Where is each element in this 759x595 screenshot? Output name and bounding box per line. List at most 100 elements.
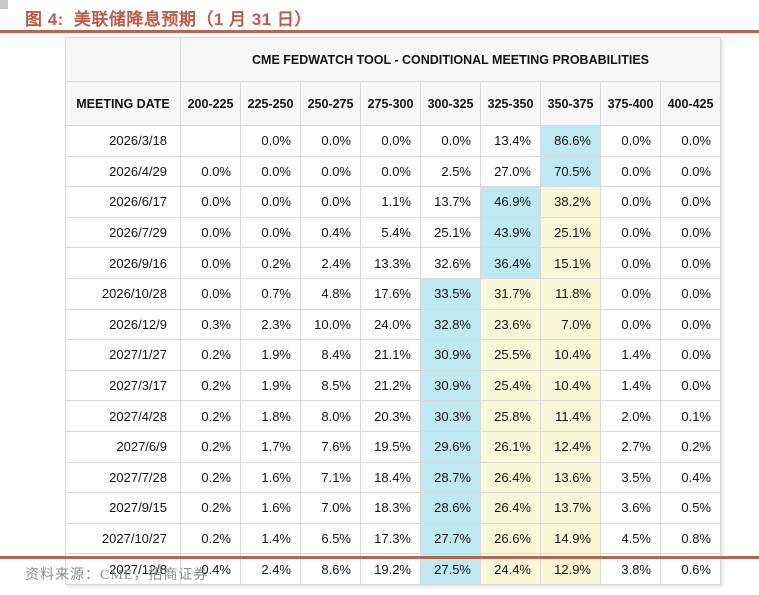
probability-cell: 4.8% — [300, 277, 361, 310]
probability-cell: 0.5% — [660, 492, 721, 524]
probability-cell: 0.0% — [660, 216, 721, 249]
title-rule-divider — [0, 30, 759, 33]
probability-cell: 20.3% — [360, 400, 421, 432]
probability-cell: 0.0% — [240, 216, 301, 249]
probability-cell: 0.0% — [180, 186, 241, 218]
probability-cell: 13.3% — [360, 247, 421, 279]
probability-cell: 43.9% — [480, 216, 541, 249]
probability-cell: 24.0% — [360, 308, 421, 341]
table-row: 2026/7/29 0.0% 0.0% 0.4% 5.4% 25.1% 43.9% 25.1%… — [65, 216, 721, 249]
probability-cell: 30.3% — [420, 400, 481, 432]
probability-cell: 0.4% — [300, 216, 361, 249]
probability-cell: 7.0% — [540, 308, 601, 341]
probability-cell: 5.4% — [360, 216, 421, 249]
probability-cell: 10.0% — [300, 308, 361, 341]
probability-cell: 0.0% — [600, 125, 661, 157]
meeting-date-cell: 2026/9/16 — [65, 247, 181, 279]
probability-cell: 6.5% — [300, 522, 361, 555]
probability-cell: 15.1% — [540, 247, 601, 279]
meeting-date-cell: 2026/6/17 — [65, 186, 181, 218]
probability-cell: 1.6% — [240, 492, 301, 524]
fedwatch-probabilities-table: CME FEDWATCH TOOL - CONDITIONAL MEETING … — [65, 37, 721, 585]
probability-cell: 0.2% — [180, 492, 241, 524]
probability-cell: 0.2% — [180, 522, 241, 555]
probability-cell: 26.6% — [480, 522, 541, 555]
probability-cell: 33.5% — [420, 277, 481, 310]
probability-cell: 25.1% — [540, 216, 601, 249]
probability-cell: 10.4% — [540, 369, 601, 402]
probability-cell: 0.0% — [180, 247, 241, 279]
probability-cell: 0.0% — [600, 247, 661, 279]
meeting-date-cell: 2026/12/9 — [65, 308, 181, 341]
table-row: 2026/3/18 0.0% 0.0% 0.0% 0.0% 13.4% 86.6% 0.0% 0… — [65, 125, 721, 157]
probability-cell: 38.2% — [540, 186, 601, 218]
probability-cell: 11.8% — [540, 277, 601, 310]
meeting-date-cell: 2026/4/29 — [65, 155, 181, 188]
probability-cell: 32.8% — [420, 308, 481, 341]
probability-cell: 27.0% — [480, 155, 541, 188]
probability-cell: 0.2% — [180, 400, 241, 432]
table-row: 2027/4/28 0.2% 1.8% 8.0% 20.3% 30.3% 25.8% 11.4… — [65, 400, 721, 432]
probability-cell: 0.8% — [660, 522, 721, 555]
probability-cell: 27.7% — [420, 522, 481, 555]
probability-cell: 0.0% — [240, 186, 301, 218]
rate-bin-header: 300-325 — [420, 81, 481, 126]
probability-cell: 2.7% — [600, 430, 661, 463]
probability-cell: 0.0% — [600, 155, 661, 188]
rate-bin-header: 250-275 — [300, 81, 361, 126]
probability-cell: 7.0% — [300, 492, 361, 524]
probability-cell: 0.2% — [180, 369, 241, 402]
probability-cell: 8.0% — [300, 400, 361, 432]
meeting-date-cell: 2027/6/9 — [65, 430, 181, 463]
probability-cell: 0.0% — [180, 155, 241, 188]
probability-cell: 31.7% — [480, 277, 541, 310]
probability-cell: 2.4% — [300, 247, 361, 279]
table-row: 2026/6/17 0.0% 0.0% 0.0% 1.1% 13.7% 46.9% 38.2%… — [65, 186, 721, 218]
meeting-date-cell: 2026/7/29 — [65, 216, 181, 249]
table-row: 2027/7/28 0.2% 1.6% 7.1% 18.4% 28.7% 26.4% 13.6… — [65, 461, 721, 494]
rate-bin-header: 325-350 — [480, 81, 541, 126]
probability-cell: 14.9% — [540, 522, 601, 555]
probability-cell: 13.6% — [540, 461, 601, 494]
probability-cell: 30.9% — [420, 339, 481, 371]
table-row: 2026/10/28 0.0% 0.7% 4.8% 17.6% 33.5% 31.7% 11.… — [65, 277, 721, 310]
probability-cell: 30.9% — [420, 369, 481, 402]
meeting-date-cell: 2027/7/28 — [65, 461, 181, 494]
probability-cell: 26.4% — [480, 461, 541, 494]
table-row: 2027/3/17 0.2% 1.9% 8.5% 21.2% 30.9% 25.4% 10.4… — [65, 369, 721, 402]
probability-cell: 0.0% — [660, 308, 721, 341]
probability-cell — [180, 125, 241, 157]
probability-cell: 26.4% — [480, 492, 541, 524]
probability-cell: 3.6% — [600, 492, 661, 524]
source-attribution: 资料来源：CME，招商证券 — [25, 568, 209, 583]
table-head: CME FEDWATCH TOOL - CONDITIONAL MEETING … — [65, 37, 721, 126]
probability-cell: 13.7% — [420, 186, 481, 218]
rate-bin-header: 225-250 — [240, 81, 301, 126]
table-row: 2026/9/16 0.0% 0.2% 2.4% 13.3% 32.6% 36.4% 15.1… — [65, 247, 721, 279]
meeting-date-cell: 2027/1/27 — [65, 339, 181, 371]
probability-cell: 23.6% — [480, 308, 541, 341]
bottom-rule-divider — [0, 556, 759, 559]
probability-cell: 1.8% — [240, 400, 301, 432]
table-row: 2026/12/9 0.3% 2.3% 10.0% 24.0% 32.8% 23.6% 7.0… — [65, 308, 721, 341]
probability-cell: 0.0% — [600, 277, 661, 310]
figure-number-label: 图 4: — [25, 10, 64, 29]
probability-cell: 36.4% — [480, 247, 541, 279]
meeting-date-cell: 2027/10/27 — [65, 522, 181, 555]
window-corner-artifact — [0, 0, 8, 9]
probability-cell: 0.0% — [660, 155, 721, 188]
probability-cell: 1.4% — [600, 339, 661, 371]
table-title-row: CME FEDWATCH TOOL - CONDITIONAL MEETING … — [65, 37, 721, 82]
probability-cell: 32.6% — [420, 247, 481, 279]
probability-cell: 12.4% — [540, 430, 601, 463]
probability-cell: 19.5% — [360, 430, 421, 463]
probability-cell: 86.6% — [540, 125, 601, 157]
probability-cell: 7.6% — [300, 430, 361, 463]
probability-cell: 46.9% — [480, 186, 541, 218]
probability-cell: 25.5% — [480, 339, 541, 371]
probability-cell: 4.5% — [600, 522, 661, 555]
rate-bin-header: 375-400 — [600, 81, 661, 126]
probability-cell: 0.2% — [240, 247, 301, 279]
table-main-header: CME FEDWATCH TOOL - CONDITIONAL MEETING … — [180, 37, 721, 82]
probability-cell: 28.6% — [420, 492, 481, 524]
